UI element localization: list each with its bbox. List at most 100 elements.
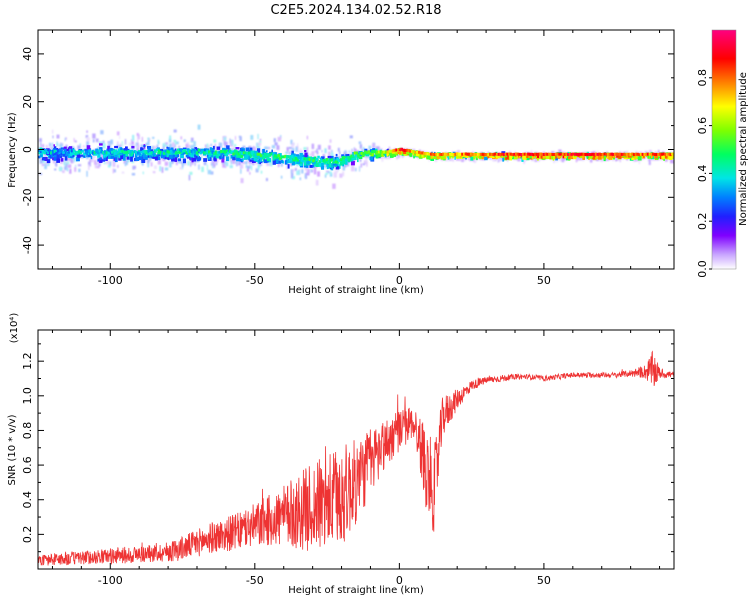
spectrogram-cell (164, 156, 167, 159)
spectrogram-ridge-cell (667, 152, 671, 156)
spectrogram-ridge-cell (508, 152, 511, 156)
spectrogram-cell (62, 153, 66, 157)
spectrogram-cell (71, 154, 74, 158)
spectrogram-cell (162, 146, 165, 152)
spectrogram-ridge-cell (483, 153, 487, 156)
spectrogram-cell (105, 153, 108, 158)
spectrogram-cell (289, 157, 292, 161)
spectrogram-cell (511, 155, 515, 160)
spectrogram-cell (241, 161, 245, 164)
spectrogram-cell (248, 155, 251, 161)
spectrogram-cell (71, 152, 75, 156)
spectrogram-ridge-cell (626, 152, 629, 156)
spectrogram-x-tick-labels: -100 -50 0 50 (98, 274, 551, 287)
spectrogram-cell (222, 155, 225, 160)
spectrogram-cell (349, 135, 353, 139)
spectrogram-ridge-cell (69, 148, 72, 152)
spectrogram-ridge-cell (612, 152, 615, 156)
spectrogram-cell (272, 160, 276, 165)
spectrogram-cell (42, 144, 45, 148)
spectrogram-cell (169, 135, 172, 140)
spectrogram-cell (540, 153, 542, 159)
spectrogram-cell (299, 161, 302, 166)
spectrogram-cell (635, 155, 639, 160)
spectrogram-ridge-cell (357, 153, 360, 157)
spectrogram-ridge-cell (556, 152, 560, 156)
spectrogram-y-tick-label: 40 (21, 47, 34, 61)
spectrogram-cell (139, 156, 143, 160)
spectrogram-cell (102, 143, 106, 149)
spectrogram-cell (329, 172, 333, 177)
spectrogram-ridge-cell (343, 156, 346, 160)
spectrogram-ridge-cell (60, 150, 63, 154)
spectrogram-cell (331, 149, 333, 154)
spectrogram-cell (653, 155, 656, 160)
spectrogram-cell (329, 163, 332, 168)
spectrogram-cell (207, 145, 210, 151)
spectrogram-ridge-cell (352, 155, 355, 158)
spectrogram-ridge-cell (334, 160, 338, 164)
spectrogram-ridge-cell (369, 152, 372, 156)
snr-x-ticks (51, 330, 661, 569)
spectrogram-cell (56, 143, 59, 147)
spectrogram-cell (137, 139, 139, 143)
spectrogram-cell (169, 161, 172, 168)
spectrogram-ridge-cell (265, 154, 268, 158)
spectrogram-cell (195, 155, 198, 159)
spectrogram-cell (171, 157, 174, 162)
spectrogram-cell (135, 157, 140, 161)
spectrogram-cell (73, 138, 75, 142)
colorbar-gradient (712, 30, 736, 269)
spectrogram-ridge-cell (67, 150, 70, 154)
spectrogram-ridge-cell (77, 150, 81, 154)
spectrogram-cell (164, 161, 169, 166)
spectrogram-cell (290, 172, 294, 179)
spectrogram-ridge-cell (338, 159, 341, 162)
spectrogram-ridge-cell (553, 153, 556, 156)
spectrogram-cell (159, 148, 164, 152)
spectrogram-cell (74, 167, 77, 172)
snr-frame (37, 329, 675, 570)
spectrogram-cell (239, 153, 244, 158)
spectrogram-cell (561, 156, 565, 163)
spectrogram-ridge-cell (617, 152, 620, 156)
spectrogram-cell (219, 155, 221, 160)
spectrogram-cell (354, 148, 357, 153)
spectrogram-ridge-cell (645, 152, 648, 156)
spectrogram-cell (157, 147, 160, 150)
spectrogram-cell (112, 161, 116, 167)
spectrogram-cell (595, 155, 599, 159)
spectrogram-cell (253, 146, 257, 152)
spectrogram-ridge-cell (190, 149, 194, 153)
spectrogram-ridge-cell (79, 151, 83, 155)
spectrogram-ridge-cell (468, 152, 471, 156)
spectrogram-ridge-cell (541, 152, 544, 156)
spectrogram-ridge-cell (424, 152, 428, 156)
spectrogram-ridge-cell (398, 148, 402, 152)
spectrogram-ridge-cell (289, 155, 292, 159)
spectrogram-cell (272, 155, 276, 159)
spectrogram-panel: -100 -50 0 50 -40 -20 0 20 40 Height of straigh… (7, 29, 675, 296)
spectrogram-cell (107, 145, 110, 151)
spectrogram-cell (82, 145, 85, 148)
spectrogram-ridge-cell (662, 152, 665, 156)
spectrogram-cell (669, 155, 672, 159)
spectrogram-ridge-cell (291, 155, 294, 158)
snr-x-tick-label: 50 (537, 574, 551, 587)
spectrogram-ridge-cell (247, 151, 251, 155)
spectrogram-cell (197, 124, 201, 130)
spectrogram-ridge-cell (558, 152, 561, 156)
spectrogram-ridge-cell (277, 154, 280, 158)
spectrogram-cell (86, 140, 90, 146)
spectrogram-cell (193, 141, 196, 147)
spectrogram-cell (299, 177, 302, 181)
spectrogram-cell (327, 170, 330, 174)
spectrogram-ridge-cell (246, 151, 249, 155)
spectrogram-cell (77, 164, 82, 167)
spectrogram-ridge-cell (549, 152, 553, 156)
spectrogram-ridge-cell (178, 150, 181, 154)
spectrogram-cell (102, 159, 106, 162)
spectrogram-cell (206, 143, 209, 148)
spectrogram-cell (259, 140, 262, 144)
spectrogram-ridge-cell (492, 152, 495, 156)
